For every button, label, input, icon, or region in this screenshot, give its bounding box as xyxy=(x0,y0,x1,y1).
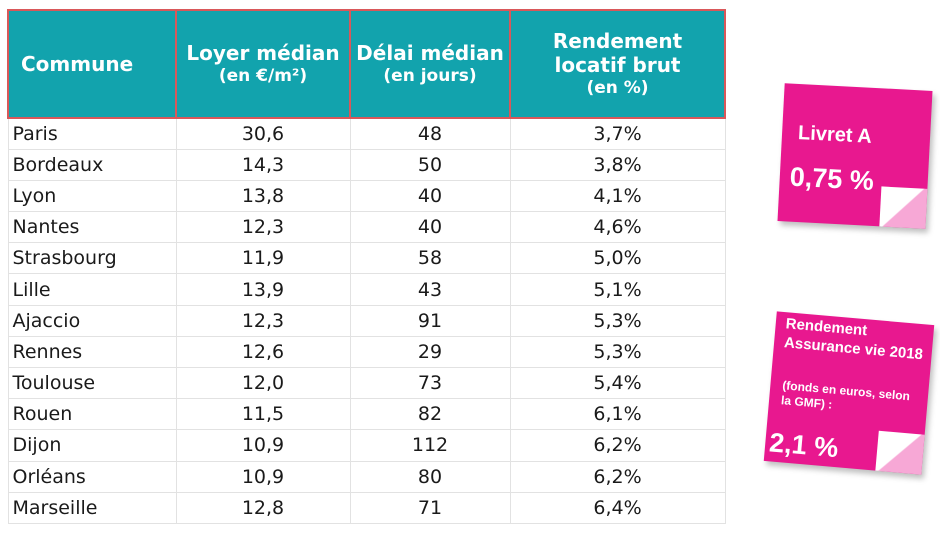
livret-a-value: 0,75 % xyxy=(789,161,875,196)
cell-commune: Marseille xyxy=(7,491,177,524)
cell-loyer: 12,6 xyxy=(175,335,351,369)
cell-rendement: 5,3% xyxy=(509,335,726,369)
header-rendement-unit: (en %) xyxy=(586,78,649,98)
cell-commune: Toulouse xyxy=(7,366,177,400)
cell-delai: 43 xyxy=(349,273,511,306)
cell-loyer: 12,3 xyxy=(175,304,351,337)
page-curl-icon xyxy=(879,186,928,229)
cell-rendement: 3,8% xyxy=(509,148,726,181)
cell-commune: Paris xyxy=(7,117,177,150)
header-commune-label: Commune xyxy=(21,52,134,76)
table-row: Lille 13,9 43 5,1% xyxy=(7,273,726,306)
cell-loyer: 12,8 xyxy=(175,491,351,524)
cell-delai: 58 xyxy=(349,242,511,275)
cell-rendement: 4,1% xyxy=(509,179,726,213)
cell-rendement: 5,0% xyxy=(509,242,726,275)
cell-commune: Bordeaux xyxy=(7,148,177,181)
cell-commune: Strasbourg xyxy=(7,242,177,275)
assurance-vie-sticky-note: Rendement Assurance vie 2018 (fonds en e… xyxy=(763,311,935,475)
cell-delai: 40 xyxy=(349,211,511,244)
cell-rendement: 6,4% xyxy=(509,491,726,524)
cell-loyer: 11,9 xyxy=(175,242,351,275)
cell-rendement: 6,2% xyxy=(509,429,726,462)
table-row: Rennes 12,6 29 5,3% xyxy=(7,335,726,369)
header-rendement: Rendement locatif brut (en %) xyxy=(509,9,726,119)
table-row: Ajaccio 12,3 91 5,3% xyxy=(7,304,726,337)
header-delai-label: Délai médian xyxy=(356,41,504,65)
cell-commune: Dijon xyxy=(7,429,177,462)
table-row: Paris 30,6 48 3,7% xyxy=(7,117,726,150)
cell-loyer: 12,0 xyxy=(175,366,351,400)
cell-commune: Lille xyxy=(7,273,177,306)
table-row: Dijon 10,9 112 6,2% xyxy=(7,429,726,462)
page-curl-icon xyxy=(875,430,925,475)
cell-delai: 40 xyxy=(349,179,511,213)
cell-delai: 112 xyxy=(349,429,511,462)
cell-commune: Rennes xyxy=(7,335,177,369)
assurance-vie-detail: (fonds en euros, selon la GMF) : xyxy=(780,378,911,412)
table-row: Strasbourg 11,9 58 5,0% xyxy=(7,242,726,275)
table-row: Nantes 12,3 40 4,6% xyxy=(7,211,726,244)
livret-a-title: Livret A xyxy=(797,122,873,148)
cell-rendement: 5,1% xyxy=(509,273,726,306)
cell-rendement: 4,6% xyxy=(509,211,726,244)
header-rendement-label: Rendement locatif brut xyxy=(552,29,683,77)
cell-delai: 50 xyxy=(349,148,511,181)
header-commune: Commune xyxy=(7,9,177,119)
cell-delai: 71 xyxy=(349,491,511,524)
cell-loyer: 11,5 xyxy=(175,398,351,431)
header-delai: Délai médian (en jours) xyxy=(349,9,511,119)
header-loyer-label: Loyer médian xyxy=(186,41,340,65)
header-loyer-unit: (en €/m²) xyxy=(218,66,308,86)
table-row: Marseille 12,8 71 6,4% xyxy=(7,491,726,524)
cell-loyer: 10,9 xyxy=(175,429,351,462)
cell-loyer: 14,3 xyxy=(175,148,351,181)
livret-a-sticky-note: Livret A 0,75 % xyxy=(777,83,933,229)
cell-commune: Nantes xyxy=(7,211,177,244)
table-row: Rouen 11,5 82 6,1% xyxy=(7,398,726,431)
assurance-vie-value: 2,1 % xyxy=(768,427,840,464)
cell-rendement: 6,2% xyxy=(509,460,726,493)
cell-rendement: 3,7% xyxy=(509,117,726,150)
table-body: Paris 30,6 48 3,7% Bordeaux 14,3 50 3,8% Lyon 13,… xyxy=(7,117,726,524)
cell-rendement: 6,1% xyxy=(509,398,726,431)
cell-rendement: 5,4% xyxy=(509,366,726,400)
cell-delai: 48 xyxy=(349,117,511,150)
header-delai-unit: (en jours) xyxy=(383,66,477,86)
assurance-vie-title: Rendement Assurance vie 2018 xyxy=(783,315,924,364)
header-loyer: Loyer médian (en €/m²) xyxy=(175,9,351,119)
cell-commune: Lyon xyxy=(7,179,177,213)
cell-delai: 29 xyxy=(349,335,511,369)
cell-delai: 82 xyxy=(349,398,511,431)
cell-commune: Ajaccio xyxy=(7,304,177,337)
cell-commune: Rouen xyxy=(7,398,177,431)
cell-rendement: 5,3% xyxy=(509,304,726,337)
cell-loyer: 13,9 xyxy=(175,273,351,306)
cell-loyer: 30,6 xyxy=(175,117,351,150)
table-row: Lyon 13,8 40 4,1% xyxy=(7,179,726,213)
table-row: Orléans 10,9 80 6,2% xyxy=(7,460,726,493)
cell-delai: 91 xyxy=(349,304,511,337)
cell-delai: 73 xyxy=(349,366,511,400)
cell-commune: Orléans xyxy=(7,460,177,493)
cell-delai: 80 xyxy=(349,460,511,493)
cell-loyer: 13,8 xyxy=(175,179,351,213)
cell-loyer: 12,3 xyxy=(175,211,351,244)
table-row: Bordeaux 14,3 50 3,8% xyxy=(7,148,726,181)
cell-loyer: 10,9 xyxy=(175,460,351,493)
header-row: Commune Loyer médian (en €/m²) Délai méd… xyxy=(7,9,726,119)
table-row: Toulouse 12,0 73 5,4% xyxy=(7,366,726,400)
rent-table: Commune Loyer médian (en €/m²) Délai méd… xyxy=(7,9,726,524)
